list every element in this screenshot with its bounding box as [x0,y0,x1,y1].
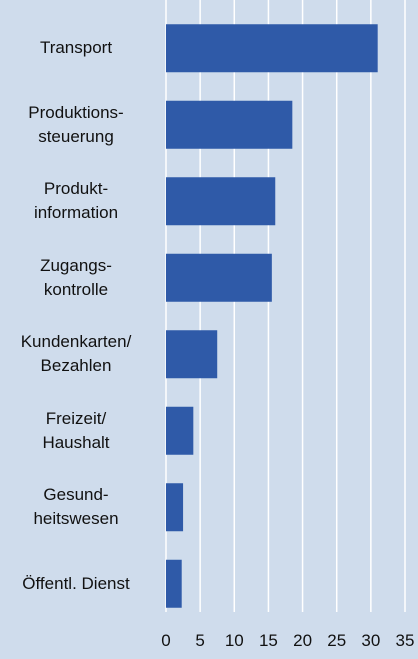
bar [166,24,378,73]
bar [166,559,182,608]
x-tick-label: 0 [161,631,170,650]
y-tick-label: Produktions- steuerung [28,102,124,146]
y-tick-label: Öffentl. Dienst [22,573,130,593]
bar [166,330,218,379]
x-tick-label: 20 [293,631,312,650]
bar [166,253,272,302]
x-tick-label: 10 [225,631,244,650]
bar [166,406,194,455]
y-tick-label: Freizeit/ Haushalt [42,408,110,452]
y-tick-label: Zugangs- kontrolle [40,255,112,299]
y-tick-label: Gesund- heitswesen [33,485,119,529]
y-tick-label: Produkt- information [33,179,119,223]
x-tick-label: 35 [396,631,415,650]
x-tick-label: 30 [361,631,380,650]
y-tick-label: Transport [39,38,113,58]
x-tick-label: 25 [327,631,346,650]
x-tick-label: 15 [259,631,278,650]
bar [166,483,184,532]
bar [166,100,293,149]
x-tick-label: 5 [195,631,204,650]
y-tick-label: Kundenkarten/ Bezahlen [20,332,132,376]
bar [166,177,276,226]
